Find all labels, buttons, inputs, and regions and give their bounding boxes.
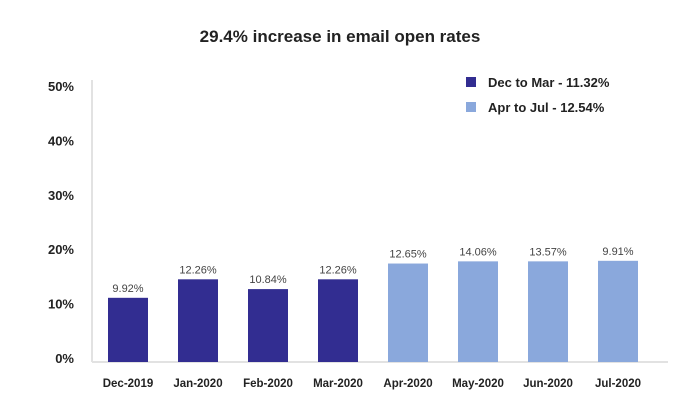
y-tick-label: 20% [48, 242, 74, 257]
x-tick-label: Jun-2020 [523, 378, 573, 390]
legend-label-series-2: Apr to Jul - 12.54% [488, 100, 605, 115]
y-tick-label: 40% [48, 133, 74, 148]
data-label: 10.84% [249, 274, 287, 286]
chart-title: 29.4% increase in email open rates [200, 27, 481, 46]
y-tick-label: 30% [48, 188, 74, 203]
bar-jul-2020 [598, 260, 638, 362]
data-labels: 9.92% 12.26% 10.84% 12.26% 12.65% 14.06% 13.57… [112, 246, 633, 295]
y-tick-label: 0% [55, 351, 74, 366]
data-label: 12.65% [389, 249, 427, 261]
legend-label-series-1: Dec to Mar - 11.32% [488, 75, 610, 90]
x-tick-label: Feb-2020 [243, 378, 293, 390]
x-tick-label: Jan-2020 [173, 378, 222, 390]
data-label: 14.06% [459, 246, 497, 258]
y-tick-label: 10% [48, 297, 74, 312]
bar-jan-2020 [178, 279, 218, 362]
bar-feb-2020 [248, 289, 288, 362]
legend: Dec to Mar - 11.32% Apr to Jul - 12.54% [466, 75, 610, 115]
data-label: 9.91% [602, 246, 633, 258]
x-axis-ticks: Dec-2019 Jan-2020 Feb-2020 Mar-2020 Apr-2020… [103, 378, 641, 390]
bar-jun-2020 [528, 261, 568, 362]
bar-mar-2020 [318, 279, 358, 362]
data-label: 12.26% [179, 264, 217, 276]
x-tick-label: Mar-2020 [313, 378, 363, 390]
bars [108, 260, 638, 362]
x-tick-label: Apr-2020 [383, 378, 432, 390]
y-tick-label: 50% [48, 79, 74, 94]
data-label: 13.57% [529, 246, 567, 258]
x-tick-label: Jul-2020 [595, 378, 641, 390]
legend-swatch-series-1 [466, 77, 476, 87]
bar-dec-2019 [108, 297, 148, 362]
bar-may-2020 [458, 261, 498, 362]
legend-swatch-series-2 [466, 102, 476, 112]
x-tick-label: May-2020 [452, 378, 504, 390]
x-tick-label: Dec-2019 [103, 378, 154, 390]
y-axis-ticks: 0% 10% 20% 30% 40% 50% [48, 79, 74, 366]
bar-apr-2020 [388, 263, 428, 362]
data-label: 12.26% [319, 264, 357, 276]
data-label: 9.92% [112, 283, 143, 295]
